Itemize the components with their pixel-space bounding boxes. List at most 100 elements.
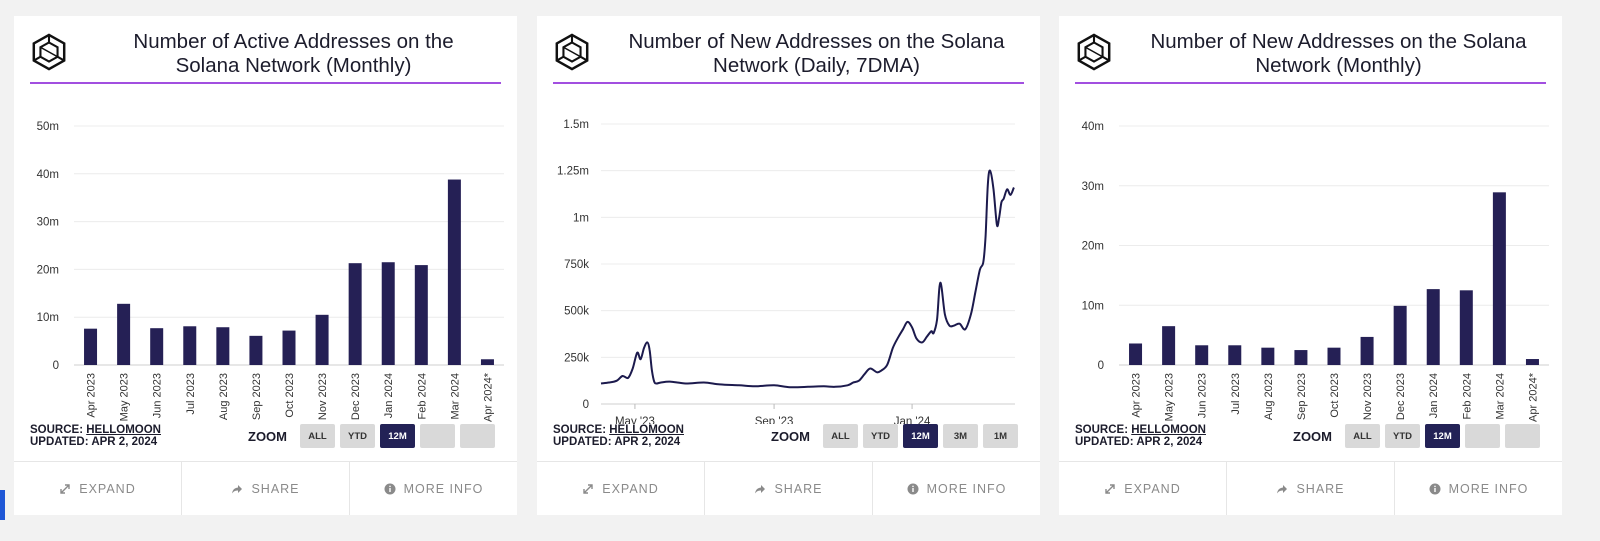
bar-oct-2023[interactable] bbox=[1327, 347, 1341, 365]
bar-may-2023[interactable] bbox=[1162, 326, 1176, 365]
bar-sep-2023[interactable] bbox=[249, 335, 263, 365]
bar-jun-2023[interactable] bbox=[150, 328, 164, 365]
bar-jan-2024[interactable] bbox=[1426, 289, 1440, 365]
x-tick-label: Apr 2024* bbox=[1527, 372, 1539, 422]
series-line-new-addresses[interactable] bbox=[600, 169, 1015, 389]
zoom-button-all[interactable]: ALL bbox=[300, 424, 335, 448]
chart-title-line-1: Number of New Addresses on the Solana bbox=[628, 30, 1005, 53]
expand-button[interactable]: EXPAND bbox=[14, 462, 181, 515]
x-tick-label: Aug 2023 bbox=[1263, 373, 1275, 420]
bar-nov-2023[interactable] bbox=[315, 314, 329, 365]
bar-apr-2023[interactable] bbox=[84, 328, 98, 365]
bar-dec-2023[interactable] bbox=[348, 263, 362, 365]
source-info: SOURCE: HELLOMOON UPDATED: APR 2, 2024 bbox=[30, 424, 161, 448]
source-link[interactable]: HELLOMOON bbox=[609, 424, 684, 436]
zoom-button-1m[interactable]: 1M bbox=[983, 424, 1018, 448]
share-button[interactable]: SHARE bbox=[1226, 462, 1394, 515]
y-tick-label: 0 bbox=[1098, 360, 1104, 372]
zoom-button-12m[interactable]: 12M bbox=[380, 424, 415, 448]
y-tick-label: 1.25m bbox=[557, 166, 589, 178]
more-info-button[interactable]: MORE INFO bbox=[872, 462, 1040, 515]
bar-aug-2023[interactable] bbox=[1261, 347, 1275, 365]
zoom-button-3m[interactable]: 3M bbox=[943, 424, 978, 448]
bar-may-2023[interactable] bbox=[117, 303, 131, 365]
expand-button[interactable]: EXPAND bbox=[1059, 462, 1226, 515]
source-link[interactable]: HELLOMOON bbox=[1131, 424, 1206, 436]
source-info: SOURCE: HELLOMOON UPDATED: APR 2, 2024 bbox=[1075, 424, 1206, 448]
y-tick-label: 30m bbox=[37, 217, 59, 229]
expand-button[interactable]: EXPAND bbox=[537, 462, 704, 515]
chart-plot: 0 10m 20m 30m 40m 50m Apr 2023 May 2023 Jun 2023… bbox=[37, 121, 504, 422]
zoom-button-all[interactable]: ALL bbox=[823, 424, 858, 448]
zoom-label: ZOOM bbox=[771, 428, 810, 444]
zoom-label: ZOOM bbox=[1293, 428, 1332, 444]
y-tick-label: 250k bbox=[564, 352, 589, 364]
y-tick-label: 30m bbox=[1082, 181, 1104, 193]
bar-jun-2023[interactable] bbox=[1195, 345, 1209, 365]
y-tick-label: 20m bbox=[1082, 241, 1104, 253]
source-label: SOURCE: bbox=[1075, 424, 1132, 436]
zoom-button-blank-3[interactable] bbox=[1465, 424, 1500, 448]
bar-dec-2023[interactable] bbox=[1393, 305, 1407, 365]
share-button[interactable]: SHARE bbox=[181, 462, 349, 515]
bar-jul-2023[interactable] bbox=[183, 326, 197, 365]
x-tick-label: Nov 2023 bbox=[1362, 373, 1374, 420]
x-tick-label: Jun 2023 bbox=[1197, 373, 1209, 418]
bar-aug-2023[interactable] bbox=[216, 327, 230, 365]
x-tick-label: Jan 2024 bbox=[1428, 373, 1440, 418]
updated-date: UPDATED: APR 2, 2024 bbox=[1075, 436, 1203, 448]
x-tick-label: May '23 bbox=[615, 416, 655, 424]
bar-sep-2023[interactable] bbox=[1294, 350, 1308, 365]
source-line: SOURCE: HELLOMOON bbox=[553, 424, 684, 436]
x-tick-label: Jan 2024 bbox=[383, 373, 395, 418]
card-footer: EXPAND SHARE MORE INFO bbox=[14, 461, 517, 515]
x-tick-label: Aug 2023 bbox=[218, 373, 230, 420]
bar-mar-2024[interactable] bbox=[447, 179, 461, 365]
share-icon bbox=[231, 483, 243, 495]
share-icon bbox=[754, 483, 766, 495]
info-icon bbox=[1429, 483, 1441, 495]
x-tick-label: Jan '24 bbox=[894, 416, 931, 424]
share-button[interactable]: SHARE bbox=[704, 462, 872, 515]
bar-feb-2024[interactable] bbox=[414, 265, 428, 365]
footer-label: SHARE bbox=[774, 481, 823, 496]
card-footer: EXPAND SHARE MORE INFO bbox=[1059, 461, 1562, 515]
bar-apr-2024[interactable] bbox=[480, 359, 494, 365]
zoom-button-12m[interactable]: 12M bbox=[903, 424, 938, 448]
expand-icon bbox=[1104, 483, 1116, 495]
source-link[interactable]: HELLOMOON bbox=[86, 424, 161, 436]
bar-oct-2023[interactable] bbox=[282, 330, 296, 365]
more-info-button[interactable]: MORE INFO bbox=[349, 462, 517, 515]
zoom-button-ytd[interactable]: YTD bbox=[340, 424, 375, 448]
bar-jul-2023[interactable] bbox=[1228, 345, 1242, 365]
zoom-button-all[interactable]: ALL bbox=[1345, 424, 1380, 448]
zoom-button-ytd[interactable]: YTD bbox=[1385, 424, 1420, 448]
expand-icon bbox=[582, 483, 594, 495]
card-header: Number of Active Addresses on the Solana … bbox=[30, 30, 501, 84]
bar-mar-2024[interactable] bbox=[1492, 192, 1506, 365]
y-tick-label: 20m bbox=[37, 264, 59, 276]
footer-label: EXPAND bbox=[1124, 481, 1181, 496]
bar-apr-2024[interactable] bbox=[1525, 359, 1539, 365]
y-tick-label: 1m bbox=[573, 212, 589, 224]
x-tick-label: Apr 2023 bbox=[86, 373, 98, 418]
chart-title: Number of New Addresses on the Solana Net… bbox=[609, 30, 1024, 78]
source-line: SOURCE: HELLOMOON bbox=[30, 424, 161, 436]
bar-jan-2024[interactable] bbox=[381, 262, 395, 365]
x-tick-label: Oct 2023 bbox=[284, 373, 296, 418]
x-tick-label: May 2023 bbox=[119, 373, 131, 421]
more-info-button[interactable]: MORE INFO bbox=[1394, 462, 1562, 515]
zoom-controls: ZOOM ALL YTD 12M 3M 1M bbox=[771, 424, 1018, 448]
updated-date: UPDATED: APR 2, 2024 bbox=[553, 436, 681, 448]
zoom-button-blank-3[interactable] bbox=[420, 424, 455, 448]
zoom-button-ytd[interactable]: YTD bbox=[863, 424, 898, 448]
bar-feb-2024[interactable] bbox=[1459, 290, 1473, 365]
bar-apr-2023[interactable] bbox=[1129, 343, 1143, 365]
x-tick-label: Apr 2024* bbox=[482, 372, 494, 422]
bar-nov-2023[interactable] bbox=[1360, 336, 1374, 365]
brand-logo-icon bbox=[30, 32, 68, 72]
zoom-button-12m[interactable]: 12M bbox=[1425, 424, 1460, 448]
zoom-button-blank-4[interactable] bbox=[460, 424, 495, 448]
zoom-button-blank-4[interactable] bbox=[1505, 424, 1540, 448]
x-tick-label: Sep '23 bbox=[755, 416, 794, 424]
